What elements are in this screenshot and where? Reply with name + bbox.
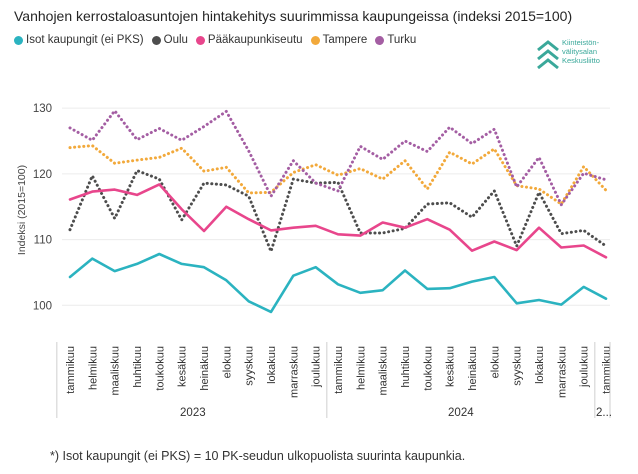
- x-tick-label: lokakuu: [534, 346, 546, 384]
- legend-label: Oulu: [163, 34, 188, 46]
- line-chart: Indeksi (2015=100) 100 110 120 130 tammikuu he…: [16, 103, 613, 419]
- x-tick-label: kesäkuu: [445, 346, 457, 387]
- y-tick-label: 130: [33, 103, 52, 115]
- x-tick-label: tammikuu: [333, 346, 345, 394]
- legend-item: Tampere: [310, 34, 368, 46]
- legend-dot-icon: [151, 35, 161, 45]
- y-tick-label: 120: [33, 169, 52, 181]
- legend-label: Tampere: [322, 34, 368, 46]
- series-line: [68, 109, 608, 207]
- series-line: [68, 183, 608, 259]
- x-group-label: 2...: [596, 407, 612, 419]
- y-tick-label: 110: [34, 235, 52, 247]
- series-line: [68, 252, 608, 314]
- x-tick-label: tammikuu: [65, 346, 77, 394]
- legend-dot-icon: [375, 35, 385, 45]
- chart-legend: Isot kaupungit (ei PKS) Oulu Pääkaupunkise…: [14, 34, 416, 46]
- x-tick-label: syyskuu: [244, 346, 256, 386]
- x-tick-label: toukokuu: [154, 346, 166, 391]
- x-tick-label: helmikuu: [87, 346, 99, 390]
- legend-dot-icon: [310, 35, 320, 45]
- x-tick-label: heinäkuu: [199, 346, 211, 391]
- legend-label: Turku: [387, 34, 417, 46]
- x-tick-label: huhtikuu: [400, 346, 412, 388]
- x-tick-label: kesäkuu: [177, 346, 189, 387]
- logo-text: Kiinteistön- välitysalan Keskusliitto: [562, 38, 600, 65]
- logo-line: välitysalan: [562, 47, 598, 56]
- x-tick-label: elokuu: [489, 346, 501, 378]
- x-tick-label: tammikuu: [601, 346, 613, 394]
- x-tick-label: huhtikuu: [132, 346, 144, 388]
- legend-label: Pääkaupunkiseutu: [207, 34, 303, 46]
- legend-item: Isot kaupungit (ei PKS): [14, 34, 144, 46]
- logo-line: Kiinteistön-: [562, 38, 600, 47]
- x-tick-label: toukokuu: [422, 346, 434, 391]
- footnote: *) Isot kaupungit (ei PKS) = 10 PK-seudu…: [50, 449, 466, 463]
- chart-title: Vanhojen kerrostaloasuntojen hintakehity…: [14, 8, 573, 24]
- logo-line: Keskusliitto: [562, 56, 600, 65]
- x-tick-label: joulukuu: [311, 346, 323, 388]
- y-axis-title: Indeksi (2015=100): [16, 165, 28, 255]
- x-tick-label: marraskuu: [288, 346, 300, 398]
- logo: Kiinteistön- välitysalan Keskusliitto: [536, 38, 626, 72]
- chevron-stack-icon: [537, 40, 559, 70]
- legend-item: Turku: [375, 34, 416, 46]
- x-tick-label: joulukuu: [579, 346, 591, 388]
- legend-dot-icon: [195, 35, 205, 45]
- x-tick-label: maaliskuu: [378, 346, 390, 396]
- legend-item: Pääkaupunkiseutu: [195, 34, 303, 46]
- x-tick-label: heinäkuu: [467, 346, 479, 391]
- x-tick-label: lokakuu: [266, 346, 278, 384]
- legend-label: Isot kaupungit (ei PKS): [26, 34, 144, 46]
- y-tick-label: 100: [33, 300, 52, 312]
- x-tick-label: syyskuu: [512, 346, 524, 386]
- x-tick-label: elokuu: [221, 346, 233, 378]
- x-tick-label: marraskuu: [556, 346, 568, 398]
- x-group-label: 2024: [448, 407, 474, 419]
- legend-dot-icon: [14, 35, 23, 45]
- x-tick-label: maaliskuu: [110, 346, 122, 396]
- legend-item: Oulu: [151, 34, 188, 46]
- x-tick-label: helmikuu: [355, 346, 367, 390]
- x-group-label: 2023: [180, 407, 206, 419]
